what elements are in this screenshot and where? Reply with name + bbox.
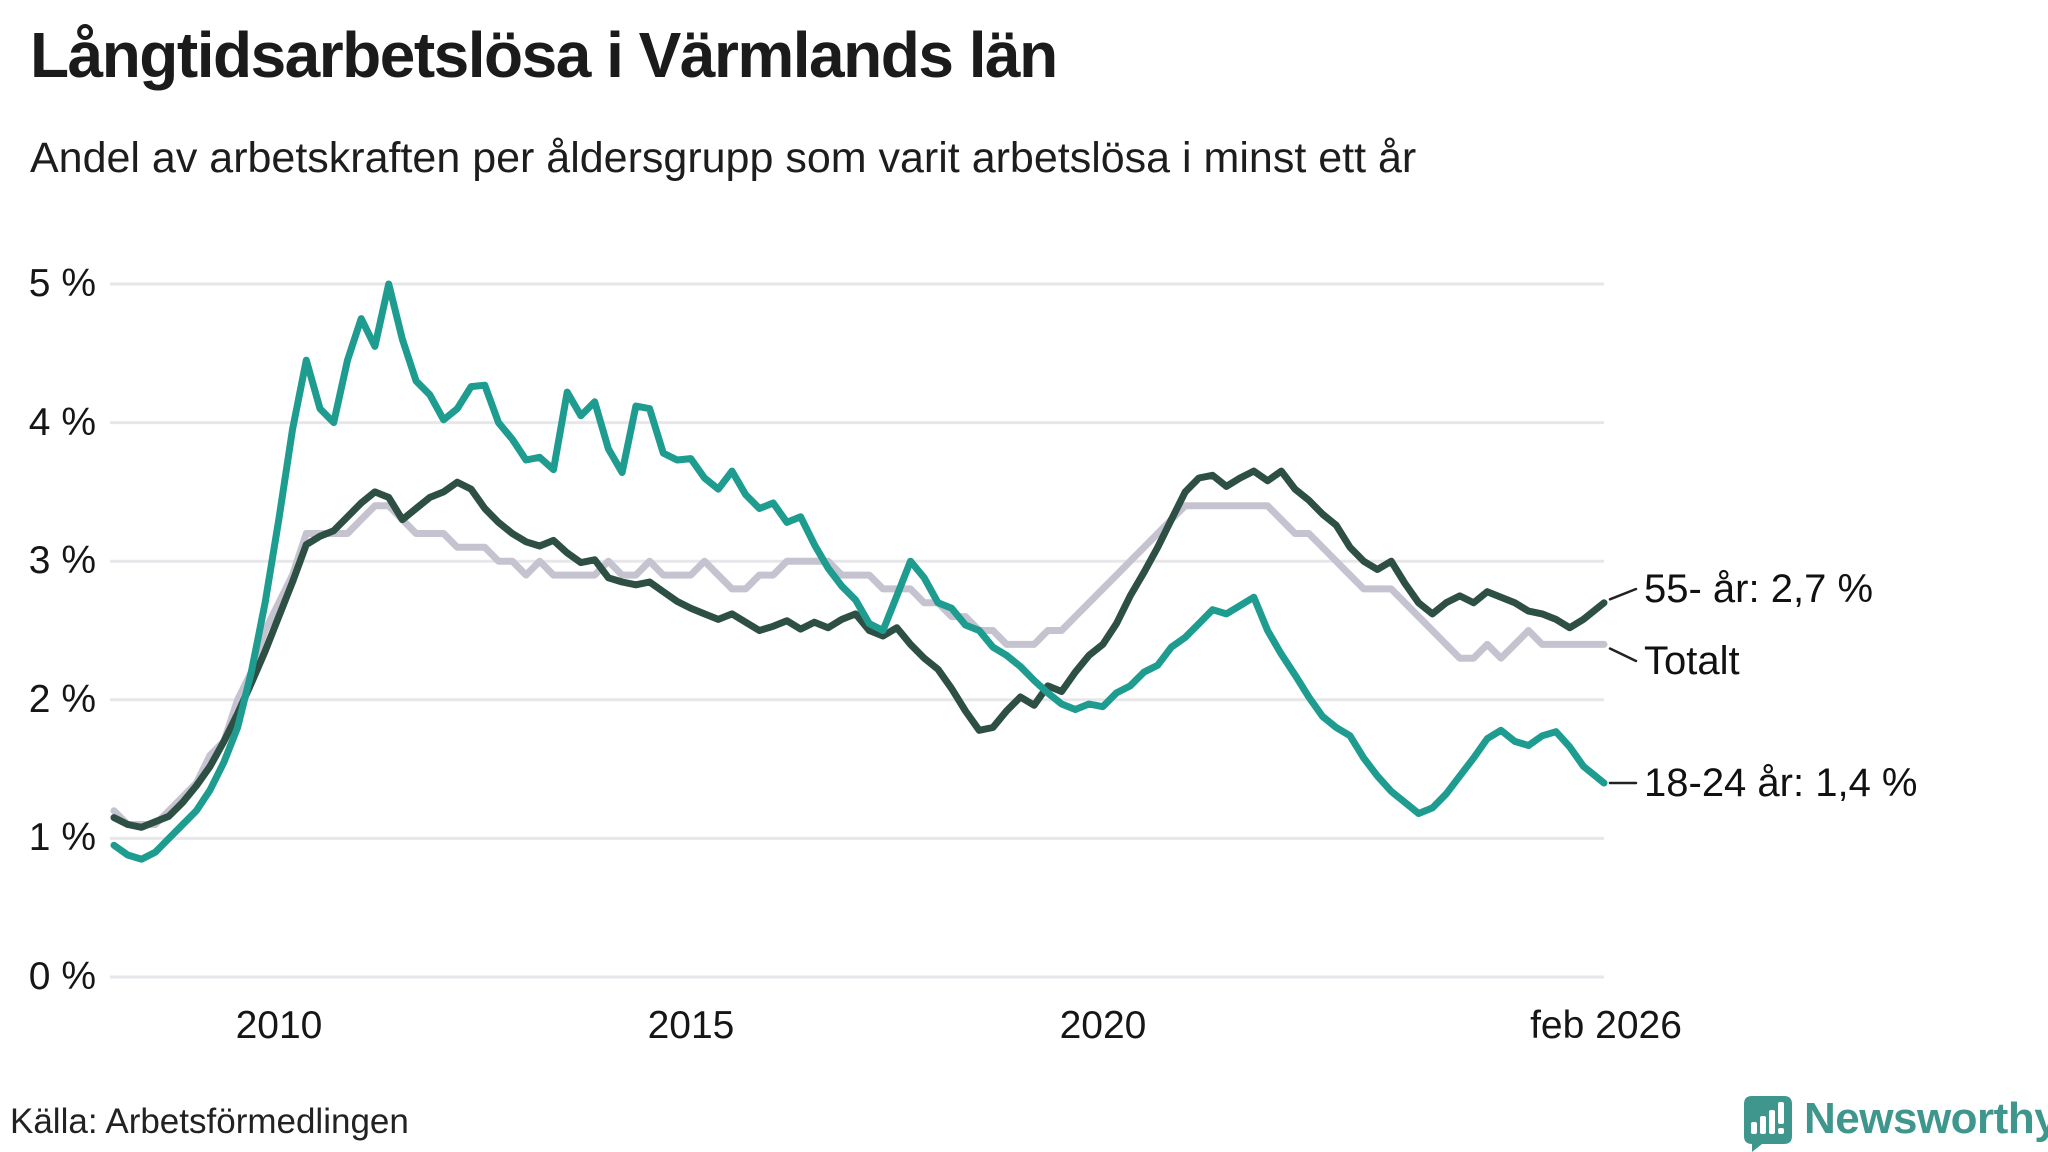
y-tick-1: 1 %	[28, 816, 96, 859]
series-line-55-r	[110, 467, 1608, 831]
page-subtitle: Andel av arbetskraften per åldersgrupp s…	[30, 134, 1417, 182]
series-line-totalt	[110, 502, 1608, 828]
x-tick-2015: 2015	[647, 1004, 735, 1047]
end-label-18-24: 18-24 år: 1,4 %	[1644, 761, 1918, 805]
series-line-18-24-r	[110, 280, 1608, 863]
x-tick-feb-2026: feb 2026	[1530, 1004, 1682, 1047]
y-tick-3: 3 %	[28, 539, 96, 582]
end-label-totalt: Totalt	[1644, 639, 1740, 683]
y-tick-2: 2 %	[28, 678, 96, 721]
page-title: Långtidsarbetslösa i Värmlands län	[30, 19, 1058, 91]
y-tick-0: 0 %	[28, 955, 96, 998]
brand-name: Newsworthy	[1804, 1094, 2048, 1143]
y-tick-5: 5 %	[28, 262, 96, 305]
end-label-leader	[1608, 647, 1638, 663]
x-tick-2020: 2020	[1059, 1004, 1147, 1047]
y-tick-4: 4 %	[28, 401, 96, 444]
x-tick-2010: 2010	[235, 1004, 323, 1047]
end-label-55-plus: 55- år: 2,7 %	[1644, 567, 1874, 611]
newsworthy-logo-icon	[1744, 1096, 1792, 1152]
end-label-leader	[1608, 587, 1638, 601]
source-note: Källa: Arbetsförmedlingen	[10, 1102, 409, 1141]
